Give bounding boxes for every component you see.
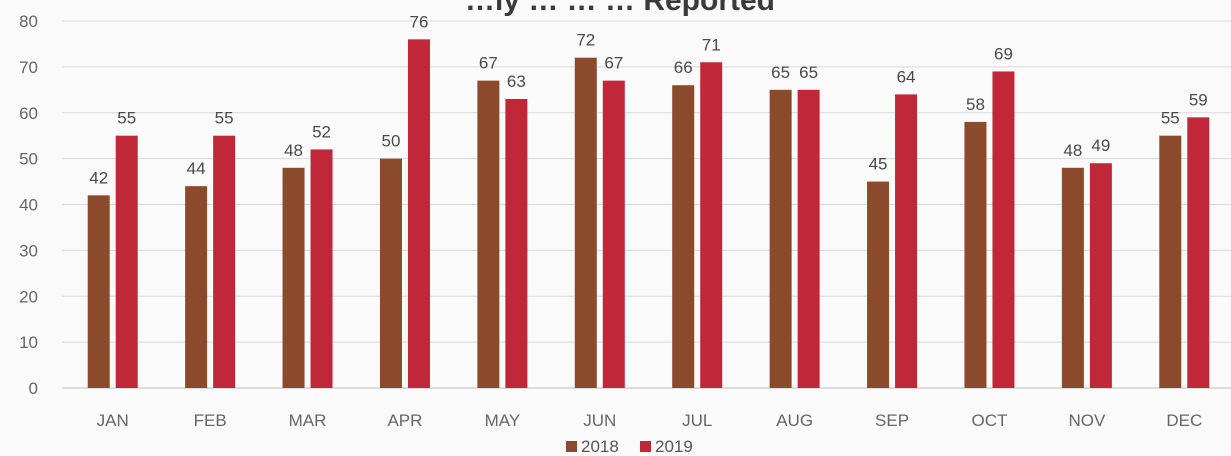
- x-category-label: JAN: [97, 411, 129, 430]
- chart-title: …ly … … … Reported: [465, 0, 775, 17]
- data-label: 72: [576, 31, 595, 50]
- gridlines: [62, 20, 1231, 389]
- x-category-label: MAY: [485, 411, 521, 430]
- y-tick-label: 30: [19, 241, 38, 260]
- data-label: 65: [771, 63, 790, 82]
- x-category-label: DEC: [1166, 411, 1202, 430]
- data-label: 52: [312, 122, 331, 141]
- bar-2019-jun: [602, 80, 625, 388]
- y-tick-label: 20: [19, 287, 38, 306]
- y-tick-label: 0: [29, 379, 38, 398]
- bar-2018-apr: [379, 158, 402, 388]
- data-label: 69: [994, 44, 1013, 63]
- x-category-label: JUL: [682, 411, 712, 430]
- bar-2018-jan: [87, 195, 110, 388]
- data-label: 50: [381, 132, 400, 151]
- legend-label-2019: 2019: [655, 437, 693, 456]
- data-label: 59: [1189, 90, 1208, 109]
- bar-2018-jul: [672, 85, 695, 388]
- data-label: 55: [117, 109, 136, 128]
- data-label: 42: [89, 168, 108, 187]
- data-label: 45: [869, 155, 888, 174]
- y-axis-tick-labels: 0 10 20 30 40 50 60 70 80: [19, 12, 38, 398]
- x-category-label: OCT: [972, 411, 1008, 430]
- bar-2018-mar: [282, 167, 305, 388]
- data-label: 63: [507, 72, 526, 91]
- data-label: 49: [1091, 136, 1110, 155]
- bar-2018-feb: [185, 186, 208, 388]
- bar-2018-aug: [769, 89, 792, 388]
- data-label: 58: [966, 95, 985, 114]
- bar-2019-jan: [115, 135, 138, 388]
- x-category-label: NOV: [1068, 411, 1106, 430]
- data-label: 76: [409, 12, 428, 31]
- data-label: 66: [674, 58, 693, 77]
- bar-2019-aug: [797, 89, 820, 388]
- legend-label-2018: 2018: [581, 437, 619, 456]
- y-tick-label: 50: [19, 150, 38, 169]
- y-tick-label: 10: [19, 333, 38, 352]
- x-category-label: FEB: [194, 411, 227, 430]
- bar-2018-sep: [867, 181, 890, 388]
- data-label: 48: [1063, 141, 1082, 160]
- x-category-label: APR: [387, 411, 422, 430]
- legend-swatch-2018: [566, 441, 577, 452]
- y-tick-label: 80: [19, 12, 38, 31]
- bar-2019-apr: [407, 39, 430, 388]
- data-label: 55: [1161, 109, 1180, 128]
- y-tick-label: 60: [19, 104, 38, 123]
- data-label: 64: [897, 67, 916, 86]
- data-label: 67: [604, 54, 623, 73]
- bars: [87, 39, 1210, 389]
- x-category-label: MAR: [289, 411, 327, 430]
- bar-2018-may: [477, 80, 500, 388]
- bar-2019-oct: [992, 71, 1015, 389]
- data-label: 55: [215, 109, 234, 128]
- bar-2019-dec: [1187, 117, 1210, 389]
- bar-2019-mar: [310, 149, 333, 388]
- bar-2019-sep: [895, 94, 918, 389]
- legend: 2018 2019: [566, 437, 693, 456]
- legend-swatch-2019: [640, 441, 651, 452]
- data-label: 71: [702, 35, 721, 54]
- bar-2019-nov: [1089, 163, 1112, 388]
- data-label: 67: [479, 54, 498, 73]
- bar-2018-dec: [1159, 135, 1182, 388]
- x-axis-category-labels: JAN FEB MAR APR MAY JUN JUL AUG SEP OCT NOV DEC: [97, 411, 1203, 430]
- x-category-label: AUG: [776, 411, 813, 430]
- y-tick-label: 70: [19, 58, 38, 77]
- data-labels: 42 55 44 55 48 52 50 76 67 63 72 67 66 71 65 65 45 64 58 69…: [89, 12, 1208, 187]
- bar-2018-oct: [964, 121, 987, 389]
- bar-2019-may: [505, 98, 528, 389]
- data-label: 48: [284, 141, 303, 160]
- bar-2018-nov: [1061, 167, 1084, 388]
- x-category-label: JUN: [583, 411, 616, 430]
- bar-2019-jul: [700, 62, 723, 388]
- bar-2019-feb: [213, 135, 236, 388]
- x-category-label: SEP: [875, 411, 909, 430]
- bar-2018-jun: [574, 57, 597, 388]
- data-label: 65: [799, 63, 818, 82]
- y-tick-label: 40: [19, 196, 38, 215]
- data-label: 44: [187, 159, 206, 178]
